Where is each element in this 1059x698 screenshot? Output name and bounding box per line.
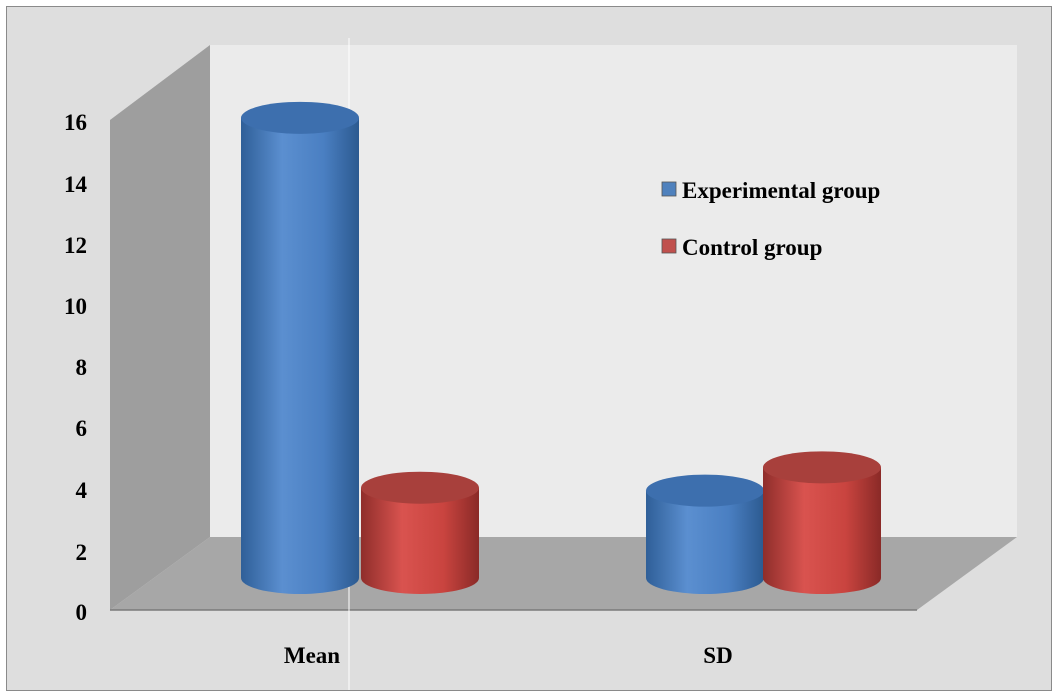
y-tick-label: 4 xyxy=(76,478,88,503)
bar-body xyxy=(361,487,479,594)
legend-swatch xyxy=(661,238,677,254)
legend-item: Control group xyxy=(661,235,822,260)
bar-top xyxy=(241,101,359,134)
side-wall xyxy=(110,45,210,610)
y-axis-ticks: 0 2 4 6 8 10 12 14 16 xyxy=(64,110,88,625)
bar xyxy=(646,474,764,594)
y-tick-label: 12 xyxy=(64,233,87,258)
bar-body xyxy=(241,117,359,594)
legend-item: Experimental group xyxy=(661,178,880,203)
back-wall xyxy=(210,45,1017,537)
bar-top xyxy=(646,474,764,507)
y-tick-label: 8 xyxy=(76,355,88,380)
legend-label: Control group xyxy=(682,235,822,260)
y-tick-label: 6 xyxy=(76,416,88,441)
bar-body xyxy=(646,490,764,594)
bar xyxy=(361,471,479,594)
x-category-label: SD xyxy=(703,643,732,668)
y-tick-label: 14 xyxy=(64,172,88,197)
bar xyxy=(763,451,881,594)
legend-label: Experimental group xyxy=(682,178,880,203)
y-tick-label: 10 xyxy=(64,294,87,319)
x-category-label: Mean xyxy=(284,643,340,668)
bar-body xyxy=(763,467,881,594)
y-tick-label: 2 xyxy=(76,540,88,565)
bar xyxy=(241,101,359,594)
category-labels: Mean SD xyxy=(284,643,733,668)
legend: Experimental group Control group xyxy=(661,178,880,260)
bar-top xyxy=(763,451,881,484)
bars xyxy=(241,101,881,594)
bar-top xyxy=(361,471,479,504)
y-tick-label: 16 xyxy=(64,110,87,135)
y-tick-label: 0 xyxy=(76,600,88,625)
legend-swatch xyxy=(661,181,677,197)
